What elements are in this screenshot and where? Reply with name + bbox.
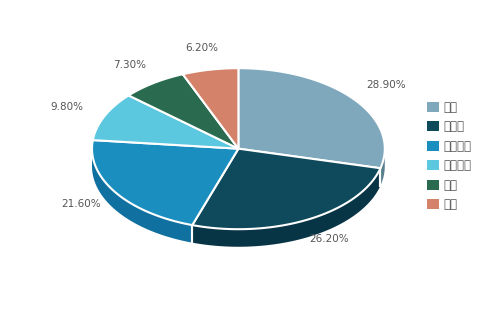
Polygon shape xyxy=(129,74,239,149)
Text: 9.80%: 9.80% xyxy=(51,102,83,112)
Text: 7.30%: 7.30% xyxy=(113,60,146,70)
Text: 21.60%: 21.60% xyxy=(61,199,101,209)
Polygon shape xyxy=(381,149,385,186)
Polygon shape xyxy=(192,168,381,247)
Text: 26.20%: 26.20% xyxy=(309,234,349,244)
Polygon shape xyxy=(192,149,381,229)
Text: 28.90%: 28.90% xyxy=(366,80,406,90)
Polygon shape xyxy=(92,140,239,225)
Polygon shape xyxy=(183,68,239,149)
Polygon shape xyxy=(239,68,385,168)
Polygon shape xyxy=(93,95,239,149)
Polygon shape xyxy=(92,149,192,243)
Legend: 蜂鸟, 新达达, 美团外卖, 百度骑士, 闪送, 其他: 蜂鸟, 新达达, 美团外卖, 百度骑士, 闪送, 其他 xyxy=(422,96,476,216)
Text: 6.20%: 6.20% xyxy=(186,42,218,52)
